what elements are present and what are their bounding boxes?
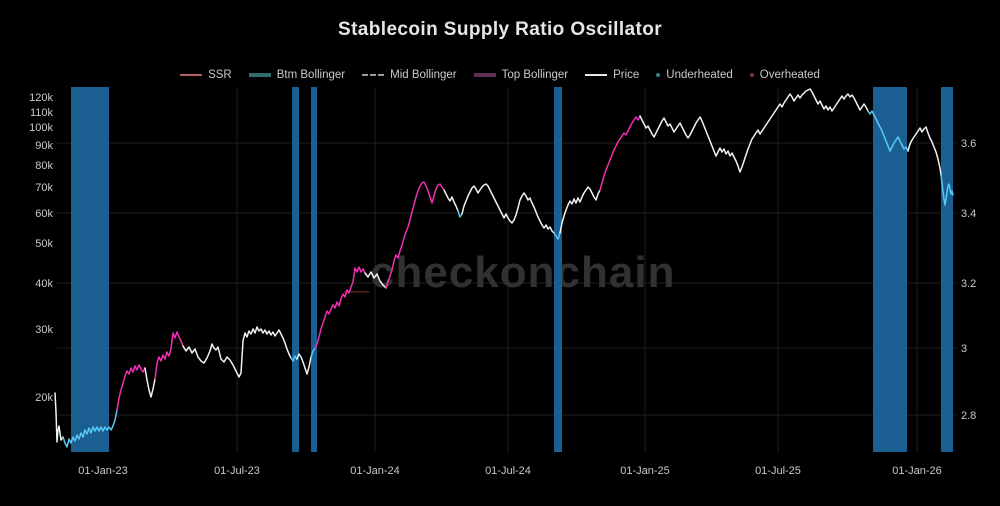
legend-label: Btm Bollinger (276, 69, 346, 81)
legend-label: SSR (208, 69, 232, 81)
watermark: _checkonchain (344, 248, 676, 297)
x-axis-tick-label: 01-Jul-23 (214, 465, 260, 477)
x-axis-tick-label: 01-Jan-23 (78, 465, 128, 477)
highlight-bands (71, 87, 953, 452)
price-line-segment-white (364, 271, 387, 289)
x-axis-tick-label: 01-Jul-24 (485, 465, 531, 477)
y-left-tick-label: 120k (29, 92, 53, 104)
legend-swatch-underheated-icon (656, 73, 661, 77)
highlight-band (311, 87, 317, 452)
legend-item-btm-bollinger[interactable]: Btm Bollinger (248, 69, 346, 81)
price-line-segment-magenta (385, 181, 445, 289)
x-axis-tick-label: 01-Jan-25 (620, 465, 670, 477)
price-line-segment-magenta (154, 331, 184, 380)
x-axis-tick-label: 01-Jan-26 (892, 465, 942, 477)
price-line-segment-white (182, 326, 292, 378)
legend-item-price[interactable]: Price (585, 69, 639, 81)
price-line-segment-white (639, 88, 869, 173)
legend-item-underheated[interactable]: Underheated (656, 69, 733, 81)
price-line-segment-cyan (457, 210, 463, 218)
price-line-segment-magenta (599, 115, 641, 191)
axis-tick-labels: 120k 110k 100k 90k 80k 70k 60k 50k 40k 30k 20k 3.6 3… (29, 92, 976, 477)
legend-item-ssr[interactable]: SSR (180, 69, 232, 81)
x-axis-tick-label: 01-Jan-24 (350, 465, 400, 477)
legend-label: Mid Bollinger (390, 69, 457, 81)
y-left-tick-label: 70k (35, 182, 53, 194)
price-line-segment-cyan (867, 110, 909, 152)
legend-swatch-ssr-icon (180, 74, 203, 76)
legend-label: Top Bollinger (501, 69, 569, 81)
y-right-tick-label: 3.4 (961, 208, 976, 220)
price-line-segment-white (144, 367, 156, 398)
price-line-segment-white (461, 183, 555, 234)
legend-swatch-mid-bollinger-icon (362, 74, 385, 76)
y-left-tick-label: 20k (35, 392, 53, 404)
y-left-tick-label: 90k (35, 140, 53, 152)
price-line-segment-cyan (290, 355, 298, 362)
highlight-band (71, 87, 109, 452)
legend-swatch-btm-bollinger-icon (248, 73, 271, 77)
price-line (54, 88, 954, 448)
highlight-band (292, 87, 299, 452)
legend-label: Overheated (759, 69, 820, 81)
price-line-segment-white (443, 189, 459, 212)
y-left-tick-label: 30k (35, 324, 53, 336)
legend-item-mid-bollinger[interactable]: Mid Bollinger (362, 69, 457, 81)
price-line-segment-white (907, 126, 942, 176)
price-line-segment-cyan (940, 174, 954, 206)
highlight-band (941, 87, 953, 452)
y-left-tick-label: 40k (35, 278, 53, 290)
y-right-tick-label: 3.6 (961, 138, 976, 150)
price-line-segment-cyan (553, 232, 561, 240)
legend-item-top-bollinger[interactable]: Top Bollinger (473, 69, 569, 81)
price-line-segment-magenta (116, 364, 146, 411)
legend-swatch-price-icon (585, 74, 608, 76)
y-left-tick-label: 80k (35, 160, 53, 172)
y-right-tick-label: 3 (961, 343, 967, 355)
highlight-band (554, 87, 562, 452)
y-left-tick-label: 100k (29, 122, 53, 134)
price-line-segment-white (296, 353, 312, 375)
y-right-tick-label: 2.8 (961, 410, 976, 422)
legend-item-overheated[interactable]: Overheated (749, 69, 820, 81)
x-axis-tick-label: 01-Jul-25 (755, 465, 801, 477)
legend-label: Price (613, 69, 640, 81)
highlight-band (873, 87, 907, 452)
y-left-tick-label: 60k (35, 208, 53, 220)
price-line-segment-white (54, 392, 64, 443)
legend-swatch-top-bollinger-icon (473, 73, 496, 77)
legend-label: Underheated (666, 69, 733, 81)
legend-swatch-overheated-icon (749, 73, 754, 77)
y-left-tick-label: 50k (35, 238, 53, 250)
price-line-segment-magenta (314, 266, 366, 349)
price-line-segment-cyan (310, 347, 316, 358)
y-left-tick-label: 110k (30, 107, 54, 119)
chart-title: Stablecoin Supply Ratio Oscillator (338, 19, 662, 40)
price-line-segment-cyan (62, 409, 118, 448)
y-right-tick-label: 3.2 (961, 278, 976, 290)
legend: SSR Btm Bollinger Mid Bollinger Top Bolling… (0, 69, 1000, 81)
price-line-segment-white (559, 186, 601, 234)
